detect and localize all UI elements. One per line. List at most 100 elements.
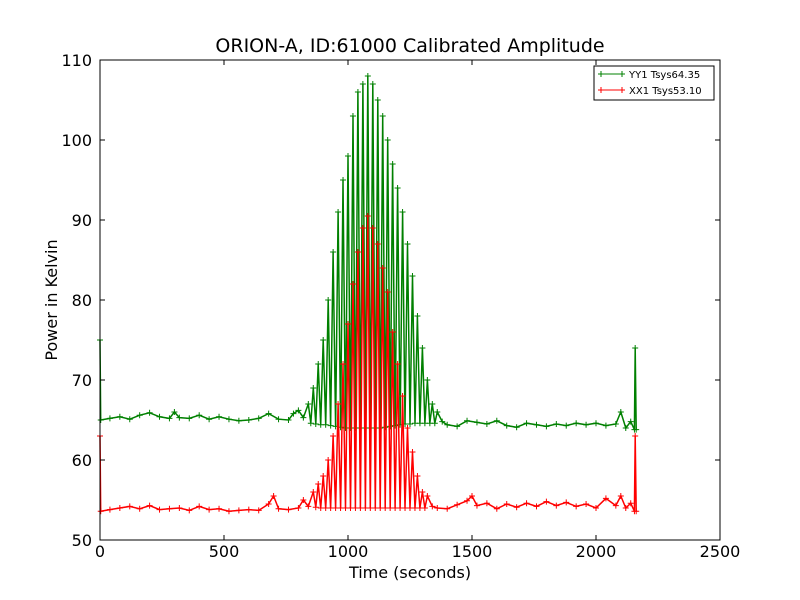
data-point — [354, 249, 361, 255]
data-point — [312, 421, 319, 427]
data-point — [602, 495, 609, 502]
y-tick-label: 50 — [72, 531, 92, 550]
data-point — [116, 413, 123, 420]
data-point — [493, 417, 500, 424]
data-point — [245, 417, 252, 423]
data-point — [469, 493, 475, 499]
x-tick-label: 1000 — [328, 542, 369, 561]
data-point — [533, 421, 540, 428]
data-point — [429, 401, 436, 407]
data-point — [583, 501, 590, 507]
plot-frame — [99, 59, 721, 541]
data-point — [419, 489, 426, 495]
data-point — [359, 81, 366, 87]
x-axis: 0 500 1000 1500 2000 2500 — [95, 60, 740, 561]
data-point — [176, 414, 183, 421]
data-point — [593, 505, 599, 511]
data-point — [379, 113, 386, 119]
data-point — [186, 507, 193, 514]
legend-label-xx1: XX1 Tsys53.10 — [629, 86, 702, 97]
y-tick-label: 60 — [72, 451, 92, 470]
data-point — [285, 506, 292, 513]
legend-box — [593, 65, 715, 101]
y-tick-label: 100 — [61, 131, 92, 150]
data-point — [295, 407, 302, 414]
x-tick-label: 2000 — [576, 542, 617, 561]
data-point — [431, 420, 438, 427]
data-point — [543, 498, 550, 505]
legend-entry-xx1: XX1 Tsys53.10 — [598, 86, 702, 97]
legend-marker-yy1 — [598, 71, 625, 77]
data-point — [553, 502, 560, 509]
data-point — [305, 503, 312, 510]
data-point — [503, 501, 510, 507]
data-point — [419, 345, 426, 351]
y-axis-title: Power in Kelvin — [42, 239, 61, 360]
data-point — [414, 473, 421, 479]
data-point — [563, 422, 570, 429]
series-yy1 — [97, 73, 640, 433]
data-point — [166, 505, 173, 512]
data-point — [295, 505, 302, 511]
data-point — [429, 503, 436, 510]
data-point — [275, 505, 282, 512]
data-point — [349, 281, 356, 287]
data-point — [340, 177, 347, 183]
data-point — [335, 209, 342, 215]
data-point — [265, 410, 272, 417]
data-point — [315, 361, 322, 367]
data-point — [382, 424, 389, 431]
data-point — [617, 409, 624, 415]
data-point — [617, 493, 624, 499]
data-point — [421, 505, 428, 511]
data-point — [285, 417, 292, 423]
data-point — [573, 420, 580, 427]
x-tick-label: 0 — [95, 542, 105, 561]
data-point — [300, 414, 307, 421]
data-point — [196, 503, 203, 510]
data-point — [414, 313, 421, 319]
series-line — [99, 215, 637, 513]
data-point — [369, 225, 376, 231]
x-tick-label: 2500 — [700, 542, 741, 561]
data-point — [265, 501, 272, 507]
data-point — [106, 415, 113, 422]
data-point — [345, 153, 351, 159]
data-point — [206, 506, 213, 513]
data-point — [602, 422, 609, 429]
data-point — [255, 415, 262, 422]
data-point — [97, 508, 104, 515]
data-point — [473, 502, 480, 509]
data-point — [399, 393, 406, 399]
data-point — [464, 417, 471, 424]
data-point — [146, 409, 153, 416]
data-point — [235, 417, 242, 424]
data-point — [483, 500, 490, 507]
data-point — [424, 377, 431, 383]
data-point — [290, 410, 297, 417]
data-point — [97, 417, 104, 423]
data-point — [186, 415, 193, 422]
data-point — [374, 97, 381, 103]
data-point — [335, 401, 342, 407]
data-point — [374, 241, 381, 247]
x-tick-label: 500 — [209, 542, 240, 561]
data-point — [369, 81, 376, 87]
data-point — [407, 421, 413, 427]
data-point — [322, 421, 329, 428]
data-point — [404, 241, 411, 247]
data-point — [444, 421, 451, 428]
data-point — [364, 73, 371, 79]
data-point — [513, 424, 520, 431]
data-point — [473, 419, 480, 426]
y-tick-label: 90 — [72, 211, 92, 230]
data-point — [404, 425, 411, 431]
data-point — [156, 506, 163, 513]
data-point — [632, 433, 639, 439]
data-point — [345, 321, 351, 327]
data-point — [464, 497, 471, 504]
data-point — [632, 345, 639, 351]
data-point — [176, 505, 183, 511]
data-point — [394, 361, 401, 367]
data-point — [633, 426, 640, 433]
